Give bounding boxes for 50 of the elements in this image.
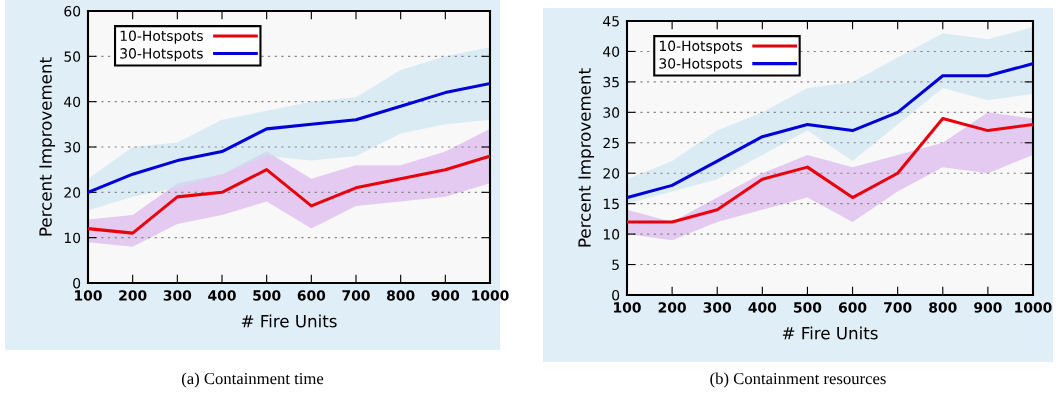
x-tick-label: 800 [387, 290, 415, 301]
x-tick-label: 300 [163, 290, 192, 301]
x-tick-label: 300 [703, 302, 732, 313]
x-tick-label: 600 [838, 302, 867, 313]
y-axis-title: Percent Improvement [39, 57, 56, 236]
y-tick-label: 10 [64, 232, 81, 244]
x-tick-label: 700 [884, 302, 912, 313]
y-tick-label: 5 [612, 259, 619, 271]
x-tick-label: 100 [75, 290, 102, 301]
x-tick-label: 900 [431, 290, 460, 301]
x-tick-label: 600 [297, 290, 326, 301]
y-tick-label: 40 [64, 96, 81, 108]
x-tick-label: 900 [974, 302, 1002, 313]
line-series [627, 116, 1033, 224]
x-tick-label: 1000 [472, 290, 509, 301]
x-tick-label: 200 [658, 302, 686, 313]
x-tick-label: 500 [794, 302, 822, 313]
y-tick-label: 30 [603, 107, 620, 118]
y-tick-label: 45 [603, 16, 619, 27]
x-axis-title: # Fire Units [241, 314, 337, 328]
y-tick-label: 25 [603, 137, 619, 149]
legend-label: 30-Hotspots [659, 58, 743, 72]
x-tick-label: 100 [614, 302, 641, 313]
y-tick-label: 20 [64, 187, 81, 198]
y-tick-label: 0 [612, 289, 620, 301]
line-series [88, 82, 490, 194]
line-series [88, 154, 490, 235]
x-tick-label: 500 [253, 290, 281, 301]
y-tick-label: 0 [73, 277, 81, 289]
legend-label: 30-Hotspots [120, 48, 203, 62]
x-tick-label: 400 [748, 302, 777, 313]
text: (b) Containment resources [710, 372, 886, 388]
x-tick-label: 700 [342, 290, 370, 301]
y-tick-label: 15 [603, 198, 619, 210]
x-tick-label: 200 [119, 290, 147, 301]
y-tick-label: 40 [603, 46, 620, 57]
legend-label: 10-Hotspots [120, 30, 203, 44]
y-tick-label: 10 [603, 229, 620, 240]
y-tick-label: 20 [603, 168, 620, 179]
text: (a) Containment time [181, 372, 324, 388]
y-tick-label: 50 [64, 51, 81, 62]
x-axis-title: # Fire Units [782, 326, 878, 340]
x-tick-label: 800 [929, 302, 957, 313]
y-tick-label: 35 [603, 76, 619, 88]
y-axis-title: Percent Improvement [578, 68, 595, 247]
legend-label: 10-Hotspots [659, 40, 743, 54]
x-tick-label: 400 [208, 290, 236, 301]
y-tick-label: 60 [64, 5, 81, 17]
y-tick-label: 30 [64, 141, 81, 153]
x-tick-label: 1000 [1015, 302, 1052, 313]
